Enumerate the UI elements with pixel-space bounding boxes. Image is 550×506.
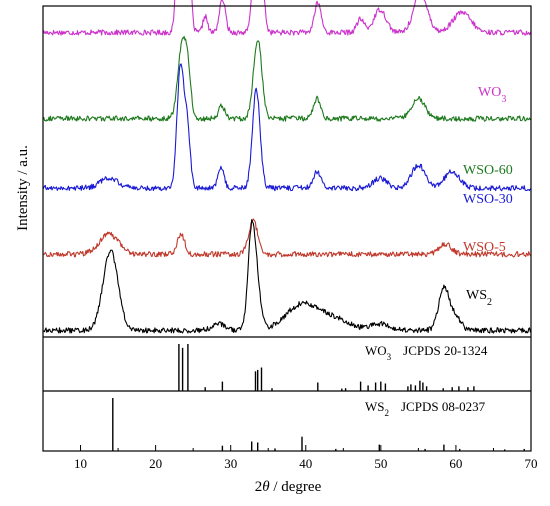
series-line-wo3 — [42, 0, 532, 36]
x-tick-label: 70 — [525, 456, 538, 471]
series-line-wso-60 — [42, 35, 532, 122]
series-label-ws2: WS2 — [466, 288, 492, 308]
plot-frame — [42, 5, 532, 452]
reference-label-1: WO3 JCPDS 20-1324 — [365, 343, 488, 362]
x-tick-label: 40 — [299, 456, 312, 471]
x-axis-title: 2θ / degree — [255, 479, 322, 495]
frame-layer — [42, 5, 532, 452]
series-line-wso-30 — [42, 63, 532, 192]
tick-layer: 10 20 30 40 50 60 70 — [42, 445, 538, 471]
series-line-ws2 — [42, 219, 532, 334]
series-layer: WO3 WSO-60 WSO-30 WSO-5 WS2 — [42, 0, 532, 334]
x-tick-label: 30 — [224, 456, 237, 471]
reference-label-2: WS2 JCPDS 08-0237 — [365, 399, 486, 418]
series-line-wso-5 — [42, 218, 532, 258]
series-label-wso-5: WSO-5 — [463, 240, 506, 255]
x-tick-label: 50 — [374, 456, 387, 471]
x-tick-label: 10 — [74, 456, 87, 471]
x-tick-label: 20 — [149, 456, 162, 471]
x-tick-label: 60 — [449, 456, 462, 471]
y-axis-title: Intensity / a.u. — [15, 145, 31, 231]
series-label-wso-30: WSO-30 — [463, 192, 513, 207]
series-label-wo3: WO3 — [478, 85, 506, 105]
series-label-wso-60: WSO-60 — [463, 163, 513, 178]
reference-layer: WO3 JCPDS 20-1324 WS2 JCPDS 08-0237 — [112, 343, 525, 451]
